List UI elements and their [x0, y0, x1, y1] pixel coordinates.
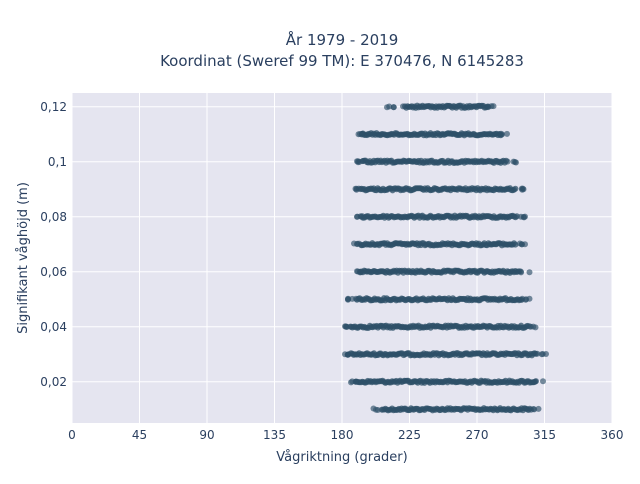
x-axis-ticks: 0 45 90 135 180 225 270 315 360 [68, 428, 623, 442]
y-tick-label: 0,12 [40, 100, 67, 114]
x-tick-label: 315 [533, 428, 556, 442]
data-point [540, 378, 546, 385]
data-point [516, 268, 523, 275]
x-tick-label: 45 [132, 428, 147, 442]
data-point [384, 104, 390, 111]
x-tick-label: 0 [68, 428, 76, 442]
y-tick-label: 0,02 [40, 375, 67, 389]
data-point [522, 241, 528, 248]
data-point [354, 158, 360, 165]
y-tick-label: 0,06 [40, 265, 67, 279]
grid-lines [71, 93, 613, 423]
data-point [354, 213, 360, 220]
data-point [348, 379, 354, 386]
data-point [345, 296, 351, 303]
data-point [535, 405, 542, 412]
data-point [485, 104, 492, 111]
chart-title-line-1: År 1979 - 2019 [286, 30, 399, 49]
x-tick-label: 180 [331, 428, 354, 442]
data-point [370, 405, 377, 412]
data-point [512, 185, 519, 192]
data-point [526, 323, 533, 330]
data-point [490, 103, 497, 110]
y-tick-label: 0,1 [48, 155, 67, 169]
data-point [526, 295, 533, 302]
data-point [400, 103, 406, 110]
data-point [513, 159, 519, 166]
y-tick-label: 0,04 [40, 320, 67, 334]
x-tick-label: 225 [398, 428, 421, 442]
data-point [504, 158, 511, 165]
data-point [532, 324, 539, 331]
data-point [352, 378, 359, 385]
data-point [349, 295, 356, 302]
data-point [531, 378, 538, 385]
data-point [354, 268, 360, 275]
data-point [355, 131, 362, 138]
x-axis-title: Vågriktning (grader) [276, 450, 407, 465]
x-tick-label: 90 [199, 428, 214, 442]
data-point [357, 241, 364, 248]
y-axis-ticks: 0,02 0,04 0,06 0,08 0,1 0,12 [40, 100, 67, 389]
data-point [351, 240, 357, 247]
y-tick-label: 0,08 [40, 210, 67, 224]
y-axis-title: Signifikant våghöjd (m) [16, 182, 31, 334]
data-point [530, 406, 537, 412]
data-point [520, 186, 527, 193]
data-point [534, 350, 541, 357]
data-point [526, 269, 533, 276]
x-tick-label: 360 [601, 428, 624, 442]
data-point [352, 185, 359, 192]
data-point [504, 130, 510, 137]
chart-title-line-2: Koordinat (Sweref 99 TM): E 370476, N 61… [160, 52, 524, 70]
data-point [499, 131, 506, 138]
x-tick-label: 270 [466, 428, 489, 442]
data-point [390, 104, 397, 111]
data-points [342, 102, 549, 414]
data-point [522, 213, 528, 220]
data-point [512, 241, 519, 248]
data-point [342, 323, 348, 330]
data-point [543, 351, 549, 357]
x-tick-label: 135 [263, 428, 286, 442]
data-point [347, 323, 354, 330]
data-point [342, 351, 348, 358]
